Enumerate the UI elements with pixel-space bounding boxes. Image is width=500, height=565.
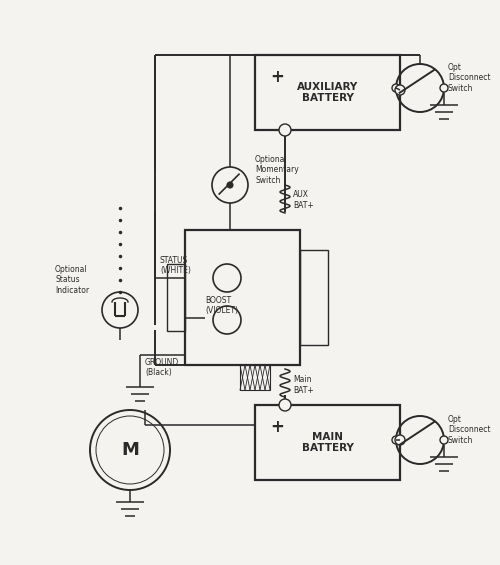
Circle shape [392,84,400,92]
Circle shape [440,84,448,92]
Text: Opt
Disconnect
Switch: Opt Disconnect Switch [448,63,490,93]
Text: Main
BAT+: Main BAT+ [293,375,314,395]
Bar [255,405,400,480]
Text: MAIN
BATTERY: MAIN BATTERY [302,432,354,453]
Text: Optional
Momentary
Switch: Optional Momentary Switch [255,155,299,185]
Circle shape [392,436,400,444]
Circle shape [279,399,291,411]
Bar [185,230,300,365]
Text: AUX
BAT+: AUX BAT+ [293,190,314,210]
Text: M: M [121,441,139,459]
Text: Optional
Status
Indicator: Optional Status Indicator [55,265,89,295]
Text: +: + [270,68,284,86]
Text: STATUS
(WHITE): STATUS (WHITE) [160,255,191,275]
Circle shape [227,182,233,188]
Text: Opt
Disconnect
Switch: Opt Disconnect Switch [448,415,490,445]
Text: GROUND
(Black): GROUND (Black) [145,358,179,377]
Bar [255,55,400,130]
Text: +: + [270,418,284,436]
Bar [240,365,270,390]
Bar [167,264,185,331]
Circle shape [279,124,291,136]
Text: BOOST
(VIOLET): BOOST (VIOLET) [205,295,238,315]
Text: AUXILIARY
BATTERY: AUXILIARY BATTERY [297,82,358,103]
Circle shape [395,85,405,95]
Circle shape [440,436,448,444]
Bar [300,250,328,345]
Circle shape [395,435,405,445]
